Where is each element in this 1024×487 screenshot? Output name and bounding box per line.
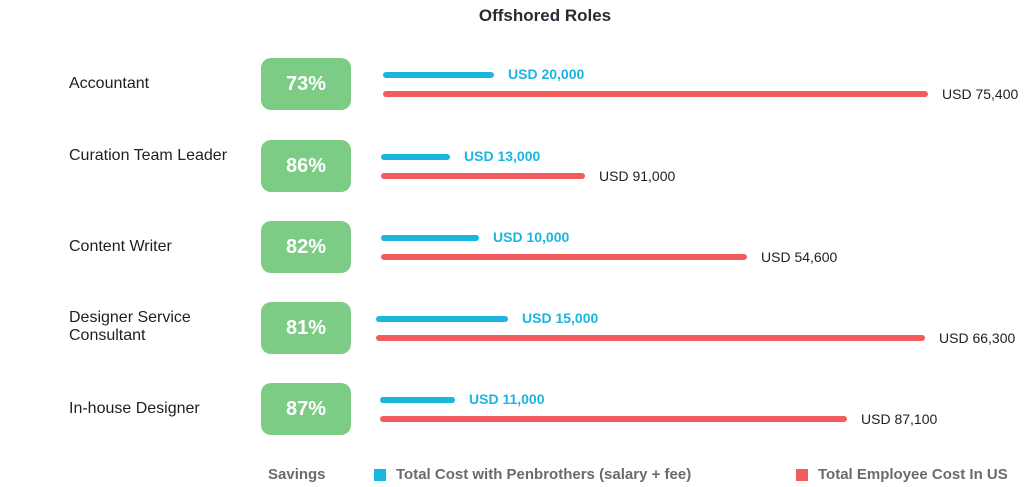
role-label: Curation Team Leader [69,147,228,164]
penbrothers-cost-bar [376,316,508,322]
chart-title: Offshored Roles [478,6,612,25]
role-row: Accountant 73% USD 20,000 USD 75,400 [0,58,1024,118]
role-row: In-house Designer 87% USD 11,000 USD 87,100 [0,383,1024,443]
savings-badge: 73% [261,58,351,110]
penbrothers-cost-bar [381,154,450,160]
savings-badge: 87% [261,383,351,435]
penbrothers-cost-label: USD 11,000 [469,391,545,407]
role-label: Accountant [69,75,150,92]
penbrothers-cost-bar [381,235,479,241]
legend-us-cost-label: Total Employee Cost In US [818,466,1008,483]
legend-savings-label: Savings [268,466,326,483]
legend-us-cost-swatch [796,469,808,481]
us-employee-cost-bar [381,254,747,260]
role-row: Curation Team Leader 86% USD 13,000 USD 91,… [0,140,1024,200]
penbrothers-cost-label: USD 10,000 [493,229,570,245]
role-row: Content Writer 82% USD 10,000 USD 54,600 [0,221,1024,281]
us-employee-cost-label: USD 54,600 [761,249,838,265]
us-employee-cost-bar [381,173,585,179]
us-employee-cost-bar [376,335,925,341]
savings-badge: 81% [261,302,351,354]
penbrothers-cost-bar [380,397,455,403]
legend-penbrothers-label: Total Cost with Penbrothers (salary + fe… [396,466,692,483]
us-employee-cost-label: USD 91,000 [599,168,676,184]
us-employee-cost-bar [383,91,928,97]
penbrothers-cost-label: USD 15,000 [522,310,599,326]
us-employee-cost-label: USD 87,100 [861,411,938,427]
us-employee-cost-label: USD 75,400 [942,86,1019,102]
penbrothers-cost-label: USD 13,000 [464,148,541,164]
savings-badge: 82% [261,221,351,273]
legend-penbrothers-swatch [374,469,386,481]
role-label: In-house Designer [69,400,200,417]
role-label: Content Writer [69,238,172,255]
penbrothers-cost-bar [383,72,494,78]
role-row: Designer Service Consultant 81% USD 15,000… [0,302,1024,362]
role-label: Designer Service Consultant [69,309,191,344]
savings-badge: 86% [261,140,351,192]
us-employee-cost-bar [380,416,847,422]
penbrothers-cost-label: USD 20,000 [508,66,585,82]
us-employee-cost-label: USD 66,300 [939,330,1016,346]
